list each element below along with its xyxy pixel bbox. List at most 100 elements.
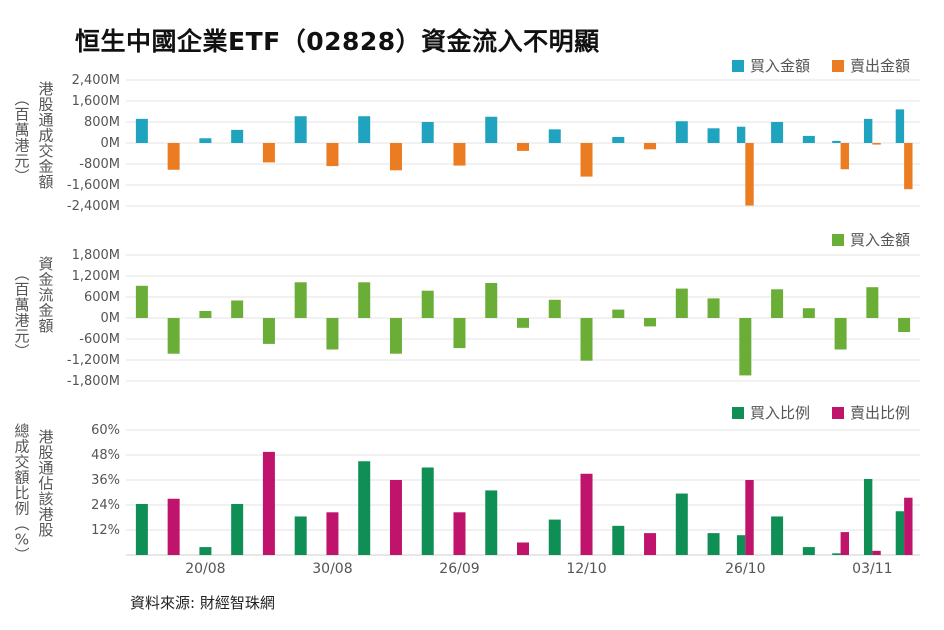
bar <box>167 498 180 555</box>
bar <box>802 308 815 318</box>
legend-label: 賣出金額 <box>850 57 910 75</box>
legend-swatch <box>832 60 844 72</box>
bar <box>863 118 873 143</box>
y-axis-title: ︵百萬港元︶ <box>14 265 29 361</box>
bar <box>707 298 720 318</box>
bar <box>872 143 881 145</box>
bar <box>872 550 881 555</box>
legend-swatch <box>832 234 844 246</box>
bar <box>294 116 307 143</box>
bar <box>771 516 784 555</box>
bar <box>675 288 688 318</box>
bar <box>231 300 244 318</box>
bar <box>517 542 529 555</box>
y-tick-label: 2,400M <box>72 73 120 88</box>
bar <box>326 512 339 555</box>
bar <box>840 143 849 170</box>
bar <box>389 318 402 354</box>
bar <box>358 461 371 555</box>
source-note: 資料來源: 財經智珠網 <box>130 594 275 612</box>
y-tick-label: -800M <box>79 157 120 172</box>
bar <box>453 318 466 349</box>
bar <box>326 143 339 167</box>
bar <box>771 289 784 318</box>
y-tick-label: -600M <box>79 332 120 347</box>
bar <box>389 143 402 171</box>
y-tick-label: 60% <box>91 423 120 438</box>
bar <box>707 128 720 143</box>
legend-label: 買入比例 <box>750 404 810 422</box>
y-axis-title: 港股通佔該港股 <box>38 428 53 539</box>
y-tick-label: 24% <box>91 498 120 513</box>
bar <box>745 480 754 555</box>
chart-title: 恒生中國企業ETF（02828）資金流入不明顯 <box>75 27 600 56</box>
y-tick-label: 800M <box>84 115 120 130</box>
bar <box>548 299 561 318</box>
bar <box>736 535 746 555</box>
x-tick-label: 26/10 <box>725 561 765 577</box>
bar <box>644 143 657 150</box>
legend-swatch <box>732 60 744 72</box>
bar <box>644 533 657 555</box>
bar <box>866 287 879 318</box>
bar <box>904 143 913 190</box>
bar <box>262 451 275 555</box>
bar <box>802 135 815 143</box>
legend-swatch <box>832 407 844 419</box>
bar <box>832 140 841 143</box>
bar <box>453 143 466 166</box>
bar <box>167 318 180 354</box>
bar <box>644 318 657 327</box>
legend-label: 買入金額 <box>750 57 810 75</box>
y-axis-title: 總成交額比例︵% ︶ <box>14 422 29 564</box>
bar <box>612 525 625 555</box>
bar <box>548 519 561 555</box>
bar <box>745 143 754 206</box>
bar <box>771 122 784 143</box>
bar <box>834 318 847 350</box>
y-tick-label: 36% <box>91 473 120 488</box>
bar <box>548 129 561 143</box>
bar <box>421 290 434 318</box>
x-tick-label: 20/08 <box>185 561 225 577</box>
bar <box>675 121 688 143</box>
x-tick-label: 03/11 <box>852 561 892 577</box>
bar <box>580 143 593 177</box>
x-tick-label: 26/09 <box>439 561 479 577</box>
bar <box>485 283 498 318</box>
x-tick-label: 30/08 <box>312 561 352 577</box>
y-tick-label: 0M <box>101 311 121 326</box>
bar <box>199 138 212 143</box>
y-axis-title: 港股通成交金額 <box>38 80 53 191</box>
bar <box>517 318 529 328</box>
bar <box>262 318 275 344</box>
y-tick-label: 48% <box>91 448 120 463</box>
legend-swatch <box>732 407 744 419</box>
y-tick-label: -1,800M <box>67 374 120 389</box>
y-tick-label: -1,200M <box>67 353 120 368</box>
bar <box>389 480 402 555</box>
panel-trade-amount: 2,400M 1,600M 800M 0M -800M -1,600M -2,400M 港股通… <box>14 57 920 214</box>
bar <box>199 547 212 555</box>
bar <box>580 318 593 361</box>
bar <box>840 532 849 555</box>
bar <box>135 118 148 143</box>
y-tick-label: 0M <box>101 136 121 151</box>
bar <box>895 109 905 143</box>
y-tick-label: 1,600M <box>72 94 120 109</box>
bar <box>802 547 815 555</box>
bar <box>294 282 307 318</box>
x-tick-label: 12/10 <box>566 561 606 577</box>
bar <box>453 512 466 555</box>
bar <box>904 497 913 555</box>
bar <box>135 285 148 318</box>
bar <box>580 473 593 555</box>
bar <box>832 553 841 555</box>
y-tick-label: 12% <box>91 523 120 538</box>
bar <box>231 129 244 143</box>
bar <box>612 309 625 318</box>
y-tick-label: -1,600M <box>67 178 120 193</box>
y-tick-label: -2,400M <box>67 199 120 214</box>
